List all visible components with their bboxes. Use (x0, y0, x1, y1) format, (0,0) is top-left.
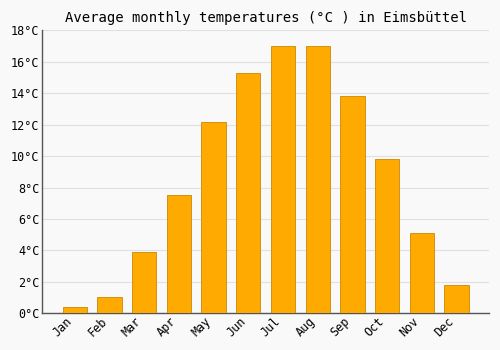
Bar (202, 121, 226, 313)
Bar (132, 252, 156, 313)
Bar (236, 73, 260, 313)
Bar (444, 285, 468, 313)
Bar (340, 96, 364, 313)
Bar (410, 233, 434, 313)
Bar (62, 307, 87, 313)
Bar (98, 298, 122, 313)
Bar (375, 159, 399, 313)
Bar (167, 195, 191, 313)
Bar (306, 46, 330, 313)
Bar (271, 46, 295, 313)
Title: Average monthly temperatures (°C ) in Eimsbüttel: Average monthly temperatures (°C ) in Ei… (64, 11, 466, 25)
